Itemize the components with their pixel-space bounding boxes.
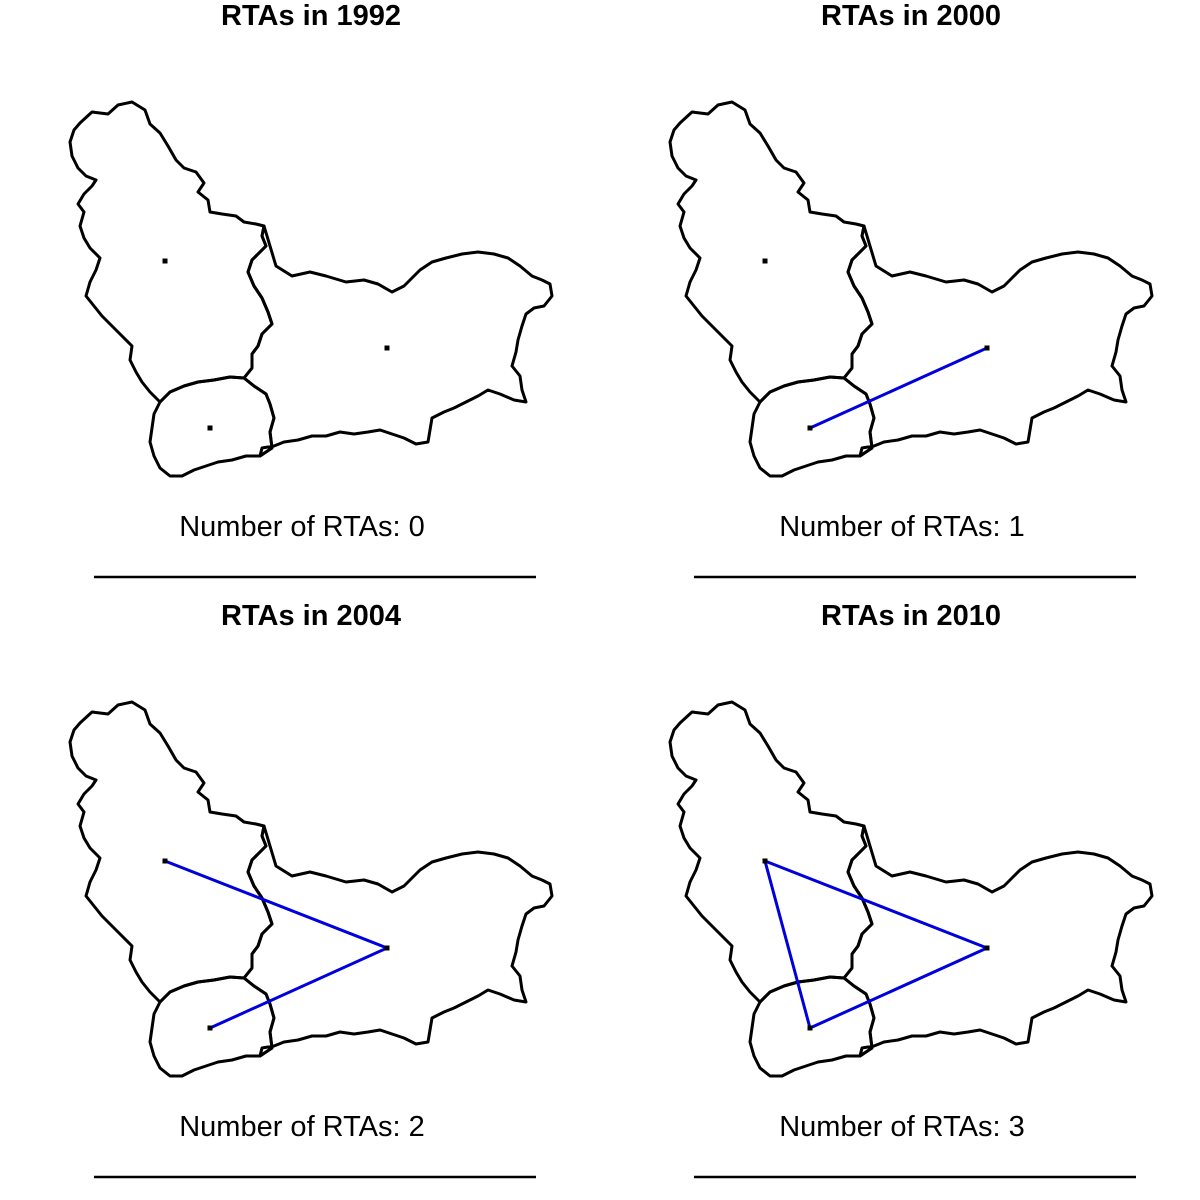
capital-marker-south [207, 1025, 213, 1031]
rta-count-label: Number of RTAs: 0 [179, 511, 425, 543]
panel-3: RTAs in 2004 Number of RTAs: 2 [68, 600, 554, 1179]
panel-4: RTAs in 2010 Number of RTAs: 3 [668, 600, 1154, 1179]
capital-marker-west [762, 258, 768, 264]
rta-link-west-east [763, 859, 989, 950]
rta-link-south-east [808, 346, 989, 430]
capital-marker-east [984, 945, 990, 951]
capital-marker-south [807, 1025, 813, 1031]
capital-marker-west [162, 258, 168, 264]
capital-marker-south [807, 425, 813, 431]
panel-2: RTAs in 2000 Number of RTAs: 1 [668, 0, 1154, 579]
capital-marker-west [162, 858, 168, 864]
capital-marker-east [384, 345, 390, 351]
rta-link-west-east [163, 859, 389, 950]
country-borders-map [68, 100, 554, 478]
rta-link-west-south [763, 859, 812, 1030]
country-borders-map [668, 100, 1154, 478]
country-borders-map [668, 700, 1154, 1078]
capital-marker-east [984, 345, 990, 351]
capital-marker-east [384, 945, 390, 951]
panel-1: RTAs in 1992 Number of RTAs: 0 [68, 0, 554, 579]
rta-link-south-east [808, 946, 989, 1030]
rta-count-label: Number of RTAs: 2 [179, 1111, 425, 1143]
rta-link-south-east [208, 946, 389, 1030]
panel-title: RTAs in 1992 [221, 0, 401, 32]
panel-title: RTAs in 2010 [821, 600, 1001, 632]
panel-title: RTAs in 2000 [821, 0, 1001, 32]
capital-marker-west [762, 858, 768, 864]
rta-count-label: Number of RTAs: 1 [779, 511, 1025, 543]
rta-count-label: Number of RTAs: 3 [779, 1111, 1025, 1143]
capital-marker-south [207, 425, 213, 431]
country-borders-map [68, 700, 554, 1078]
panel-title: RTAs in 2004 [221, 600, 401, 632]
